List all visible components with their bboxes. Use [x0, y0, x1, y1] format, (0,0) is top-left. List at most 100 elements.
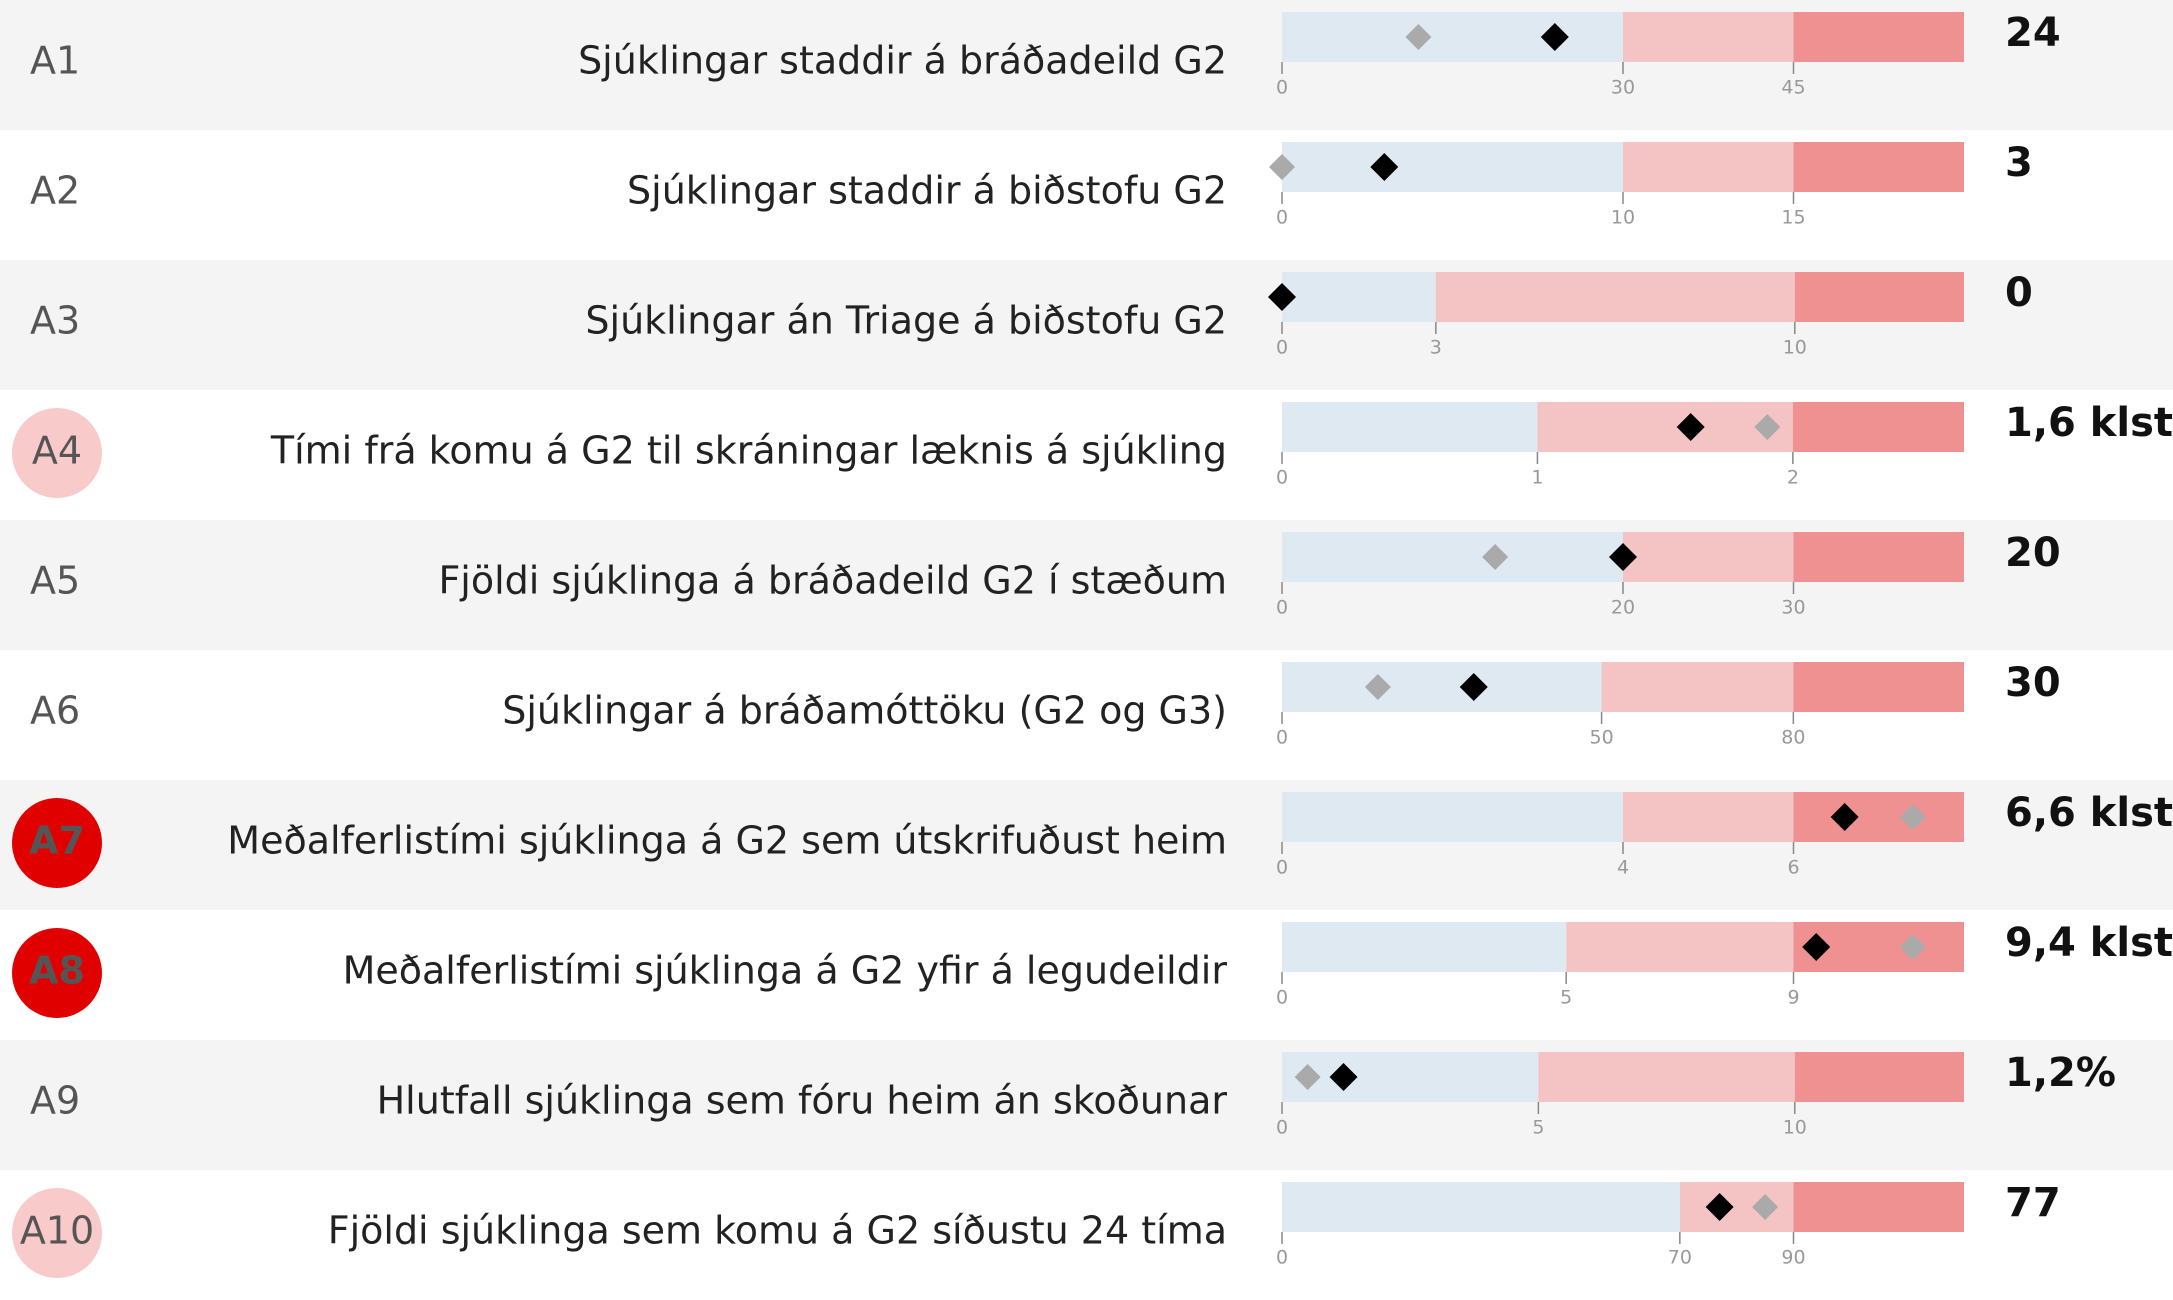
value-label: 1,6 klst.: [2005, 400, 2173, 446]
band: [1793, 142, 1964, 192]
tick-label: 70: [1668, 1247, 1692, 1269]
tick-label: 1: [1531, 467, 1543, 489]
reference-marker: [1405, 24, 1432, 50]
band: [1282, 792, 1623, 842]
reference-marker: [1269, 154, 1295, 180]
value-marker: [1370, 153, 1399, 181]
value-marker: [1676, 413, 1705, 441]
band: [1538, 1052, 1795, 1102]
tick-label: 2: [1787, 467, 1799, 489]
tick-label: 9: [1787, 987, 1799, 1009]
tick-label: 30: [1781, 597, 1805, 619]
value-marker: [1830, 803, 1859, 831]
reference-marker: [1754, 414, 1781, 440]
row-title: Tími frá komu á G2 til skráningar læknis…: [270, 429, 1227, 473]
band: [1793, 1182, 1964, 1232]
band: [1282, 272, 1436, 322]
tick-label: 80: [1781, 727, 1805, 749]
band: [1623, 532, 1794, 582]
band: [1282, 12, 1623, 62]
value-marker: [1705, 1193, 1734, 1221]
status-badge: [12, 928, 102, 1018]
reference-marker: [1482, 544, 1509, 570]
value-marker: [1268, 283, 1296, 311]
row-title: Sjúklingar staddir á bráðadeild G2: [578, 39, 1227, 83]
band: [1623, 792, 1794, 842]
band: [1623, 142, 1794, 192]
band: [1282, 532, 1623, 582]
row-id: A10: [20, 1209, 94, 1253]
row-title: Fjöldi sjúklinga á bráðadeild G2 í stæðu…: [438, 559, 1227, 603]
value-marker: [1329, 1063, 1358, 1091]
row-id: A8: [29, 949, 85, 993]
reference-marker: [1364, 674, 1391, 700]
tick-label: 10: [1783, 337, 1807, 359]
band: [1282, 402, 1538, 452]
tick-label: 5: [1532, 1117, 1544, 1139]
band: [1792, 402, 1964, 452]
tick-label: 5: [1560, 987, 1572, 1009]
band: [1793, 792, 1964, 842]
tick-label: 45: [1781, 77, 1805, 99]
value-label: 77: [2005, 1180, 2061, 1226]
row-id: A2: [30, 169, 80, 213]
row-title: Meðalferlistími sjúklinga á G2 sem útskr…: [227, 819, 1227, 863]
tick-label: 90: [1781, 1247, 1805, 1269]
row-id: A5: [30, 559, 80, 603]
reference-marker: [1752, 1194, 1779, 1220]
band: [1282, 1182, 1680, 1232]
band: [1282, 922, 1567, 972]
value-label: 20: [2005, 530, 2061, 576]
band: [1282, 1052, 1539, 1102]
tick-label: 10: [1611, 207, 1635, 229]
status-badge: [12, 798, 102, 888]
status-badge: [12, 408, 102, 498]
value-label: 6,6 klst.: [2005, 790, 2173, 836]
row-title: Sjúklingar staddir á biðstofu G2: [627, 169, 1227, 213]
tick-label: 0: [1276, 77, 1288, 99]
value-label: 30: [2005, 660, 2061, 706]
band: [1282, 662, 1602, 712]
band: [1623, 12, 1794, 62]
tick-label: 4: [1617, 857, 1629, 879]
status-badge: [12, 1188, 102, 1278]
band: [1793, 662, 1964, 712]
row-title: Meðalferlistími sjúklinga á G2 yfir á le…: [343, 949, 1228, 993]
tick-label: 0: [1276, 337, 1288, 359]
band: [1282, 142, 1623, 192]
tick-label: 0: [1276, 597, 1288, 619]
value-label: 3: [2005, 140, 2033, 186]
band: [1601, 662, 1794, 712]
value-marker: [1459, 673, 1488, 701]
tick-label: 6: [1787, 857, 1799, 879]
row-id: A3: [30, 299, 80, 343]
tick-label: 30: [1611, 77, 1635, 99]
reference-marker: [1899, 804, 1926, 830]
tick-label: 0: [1276, 987, 1288, 1009]
tick-label: 50: [1589, 727, 1613, 749]
row-id: A7: [29, 819, 85, 863]
band: [1793, 532, 1964, 582]
tick-label: 20: [1611, 597, 1635, 619]
tick-label: 0: [1276, 857, 1288, 879]
tick-label: 0: [1276, 1247, 1288, 1269]
value-marker: [1609, 543, 1637, 571]
row-id: A9: [30, 1079, 80, 1123]
tick-label: 15: [1781, 207, 1805, 229]
value-label: 0: [2005, 270, 2033, 316]
band: [1794, 1052, 1964, 1102]
row-title: Sjúklingar án Triage á biðstofu G2: [585, 299, 1227, 343]
tick-label: 0: [1276, 727, 1288, 749]
band: [1793, 12, 1964, 62]
value-label: 9,4 klst.: [2005, 920, 2173, 966]
tick-label: 0: [1276, 467, 1288, 489]
value-marker: [1802, 933, 1831, 961]
band: [1794, 272, 1964, 322]
tick-label: 0: [1276, 207, 1288, 229]
tick-label: 0: [1276, 1117, 1288, 1139]
value-label: 1,2%: [2005, 1050, 2116, 1096]
row-title: Sjúklingar á bráðamóttöku (G2 og G3): [502, 689, 1227, 733]
reference-marker: [1294, 1064, 1321, 1090]
tick-label: 10: [1783, 1117, 1807, 1139]
